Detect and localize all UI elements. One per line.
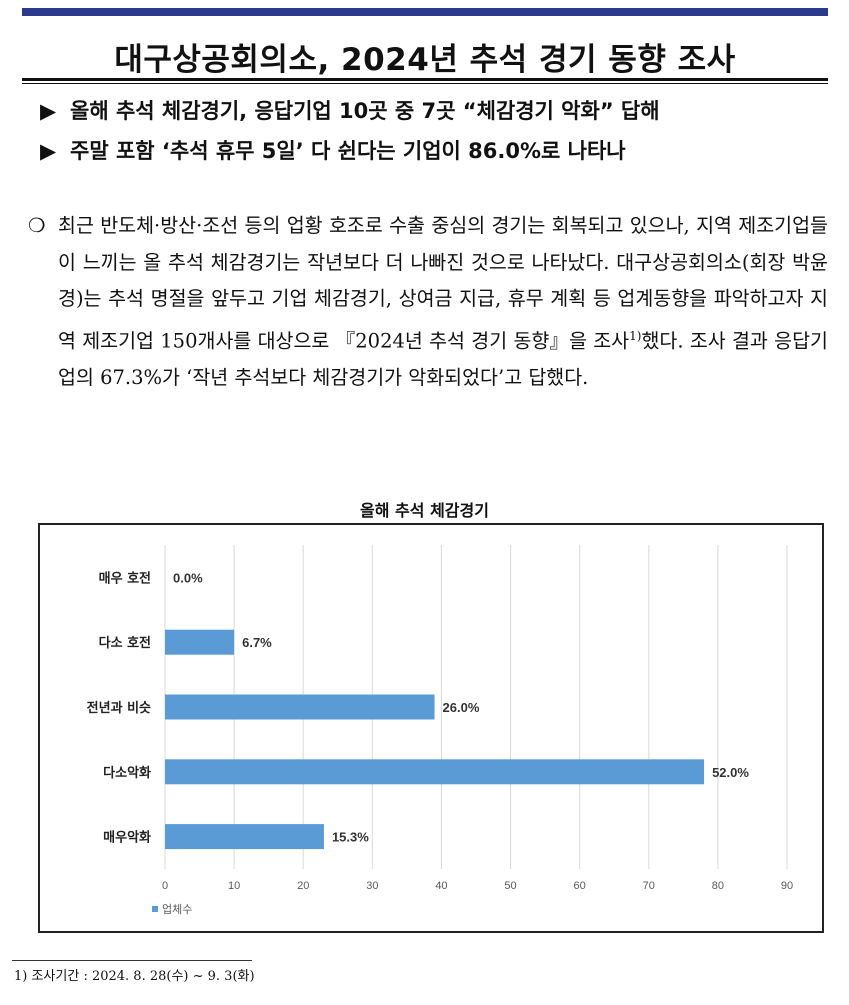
x-tick-label: 60 [574, 880, 586, 892]
summary-bullet-text: 올해 추석 체감경기, 응답기업 10곳 중 7곳 “체감경기 악화” 답해 [70, 99, 660, 123]
data-label: 0.0% [173, 570, 203, 585]
category-label: 다소악화 [103, 765, 151, 781]
summary-bullet-text: 주말 포함 ‘추석 휴무 5일’ 다 쉰다는 기업이 86.0%로 나타나 [70, 139, 626, 163]
category-label: 매우악화 [103, 830, 151, 846]
category-label: 다소 호전 [99, 635, 151, 651]
body-paragraph: ❍ 최근 반도체·방산·조선 등의 업황 호조로 수출 중심의 경기는 회복되고… [28, 208, 828, 396]
bar [165, 694, 435, 720]
bar [165, 759, 705, 785]
x-tick-label: 20 [297, 880, 309, 892]
x-tick-label: 50 [504, 880, 516, 892]
triangle-right-icon: ▶ [40, 139, 57, 163]
chart-title: 올해 추석 체감경기 [360, 501, 489, 520]
footnote-reference: 1) [629, 328, 642, 343]
legend-label: 업체수 [162, 903, 192, 916]
circle-bullet-icon: ❍ [28, 214, 46, 237]
summary-bullets: ▶ 올해 추석 체감경기, 응답기업 10곳 중 7곳 “체감경기 악화” 답해 … [40, 96, 660, 176]
category-label: 매우 호전 [99, 570, 151, 586]
page-title: 대구상공회의소, 2024년 추석 경기 동향 조사 [114, 42, 736, 78]
bar [165, 629, 235, 655]
top-accent-bar [22, 8, 828, 16]
summary-bullet-1: ▶ 올해 추석 체감경기, 응답기업 10곳 중 7곳 “체감경기 악화” 답해 [40, 96, 660, 136]
data-label: 26.0% [443, 700, 480, 715]
title-rule-thin [22, 83, 828, 84]
x-tick-label: 40 [435, 880, 447, 892]
x-tick-label: 10 [228, 880, 240, 892]
title-rule-thick [22, 78, 828, 81]
data-label: 15.3% [332, 830, 369, 845]
data-label: 6.7% [242, 635, 272, 650]
chart-frame: 0 10 20 30 40 50 60 70 80 90 매우 호전 0.0% 다소 호전 6.7% 전년과… [38, 523, 824, 933]
body-text-part-1: 최근 반도체·방산·조선 등의 업황 호조로 수출 중심의 경기는 회복되고 있… [58, 214, 828, 352]
x-tick-label: 30 [366, 880, 378, 892]
bar [165, 824, 324, 850]
category-label: 전년과 비슷 [87, 700, 151, 716]
x-tick-label: 0 [162, 880, 168, 892]
x-tick-label: 90 [781, 880, 793, 892]
body-paragraph-text: 최근 반도체·방산·조선 등의 업황 호조로 수출 중심의 경기는 회복되고 있… [58, 208, 828, 396]
data-label: 52.0% [712, 765, 749, 780]
body-text-part-2: 했다. 조사 결과 응답기업의 67.3%가 ‘작년 추석보다 체감경기가 악화… [58, 329, 828, 389]
bar-chart: 0 10 20 30 40 50 60 70 80 90 매우 호전 0.0% 다소 호전 6.7% 전년과… [87, 545, 793, 916]
legend-swatch [152, 906, 158, 912]
footnote: 1) 조사기간 : 2024. 8. 28(수) ~ 9. 3(화) [14, 969, 255, 984]
triangle-right-icon: ▶ [40, 99, 57, 123]
x-tick-label: 70 [643, 880, 655, 892]
x-tick-label: 80 [712, 880, 724, 892]
footnote-rule [12, 960, 252, 961]
summary-bullet-2: ▶ 주말 포함 ‘추석 휴무 5일’ 다 쉰다는 기업이 86.0%로 나타나 [40, 136, 660, 176]
